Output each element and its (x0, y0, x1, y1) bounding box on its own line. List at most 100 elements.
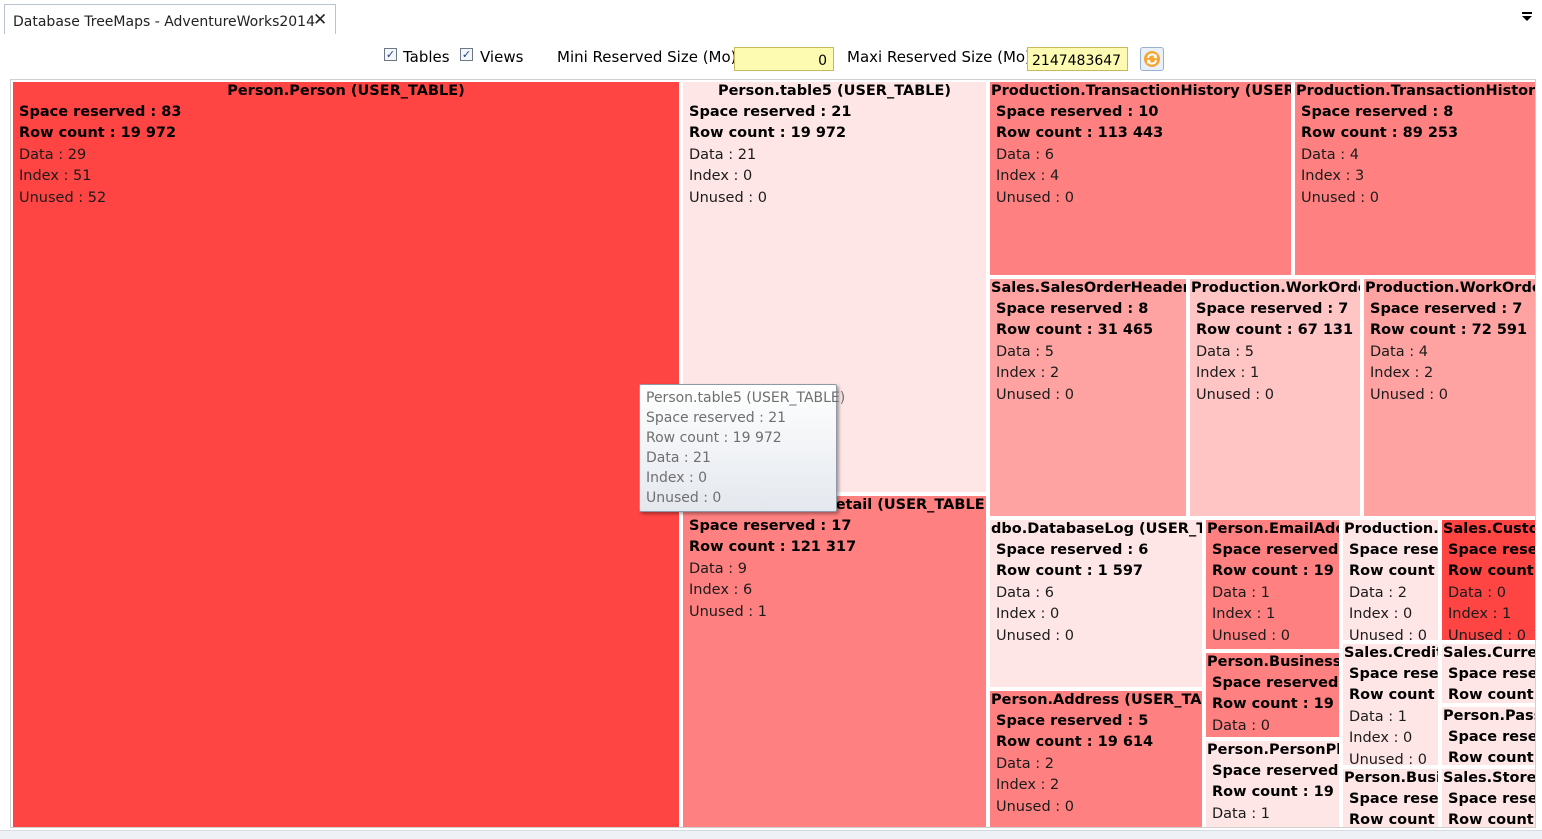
tab-close-icon[interactable]: ✕ (313, 10, 328, 30)
tile-rows: Row count : 504 (1349, 563, 1438, 579)
treemap-tile[interactable]: Production.WorkOrder (USER_TABLE) Space r… (1362, 277, 1535, 518)
tile-space: Space reserved : 1 (1448, 729, 1536, 745)
tile-data: Data : 29 (19, 147, 87, 163)
tooltip-data: Data : 21 (646, 450, 711, 466)
tile-rows: Row count : 89 253 (1301, 125, 1459, 141)
tile-space: Space reserved : 2 (1212, 763, 1339, 779)
treemap-tile[interactable]: dbo.DatabaseLog (USER_TABLE) Space reserv… (988, 518, 1204, 689)
tile-index: Index : 1 (1196, 365, 1260, 381)
tile-unused: Unused : 0 (996, 628, 1075, 644)
tile-unused: Unused : 0 (1349, 628, 1428, 642)
tab-menu-dropdown-icon[interactable] (1521, 10, 1533, 26)
tile-unused: Unused : 1 (689, 604, 768, 620)
maxi-reserved-size-input[interactable] (1027, 47, 1128, 71)
treemap-tile[interactable]: Sales.SalesOrderHeader (USER_TABLE) Space… (988, 277, 1188, 518)
treemap-tile[interactable]: Sales.Customer (USER_TABLE) Space reserve… (1440, 518, 1535, 642)
tile-index: Index : 0 (689, 168, 753, 184)
bottom-edge (0, 830, 1542, 839)
tile-space: Space reserved : 1 (1349, 791, 1439, 807)
treemap-tile[interactable]: Sales.Store (USER_TABLE) Space reserved :… (1440, 767, 1536, 827)
tile-rows: Row count : 67 131 (1196, 322, 1354, 338)
tile-space: Space reserved : 2 (1349, 542, 1439, 558)
tile-index: Index : 0 (1349, 606, 1413, 622)
tile-name: Person.table5 (USER_TABLE) (717, 83, 952, 99)
tile-rows: Row count : 19 614 (996, 734, 1154, 750)
views-checkbox[interactable]: ✓ (460, 48, 473, 61)
tooltip-space-reserved: Space reserved : 21 (646, 410, 787, 426)
tile-space: Space reserved : 1 (1448, 791, 1536, 807)
tile-name: Production.WorkOrderRouting (USER_TABLE) (1191, 280, 1360, 296)
treemap-tile[interactable]: Sales.CreditCard (USER_TABLE) Space reser… (1341, 642, 1440, 767)
tile-unused: Unused : 0 (1448, 628, 1527, 642)
filter-toolbar: ✓ Tables ✓ Views Mini Reserved Size (Mo)… (0, 34, 1542, 78)
treemap-tile[interactable]: Person.BusinessEntityAddress (USER_TABLE… (1341, 767, 1440, 828)
treemap-tile[interactable]: Person.Person (USER_TABLE) Space reserved… (11, 80, 681, 827)
treemap-tile[interactable]: Production.TransactionHistory (USER_TABL… (988, 80, 1293, 277)
refresh-button[interactable] (1140, 47, 1164, 71)
tile-space: Space reserved : 17 (689, 518, 852, 534)
treemap-tile[interactable]: Person.Address (USER_TABLE) Space reserve… (988, 689, 1204, 827)
tile-unused: Unused : 0 (1212, 628, 1291, 644)
tables-label: Tables (403, 48, 450, 66)
tooltip-index: Index : 0 (646, 470, 708, 486)
tile-rows: Row count : 19 820 (1448, 563, 1535, 579)
tile-index: Index : 2 (996, 777, 1060, 793)
tile-rows: Row count : 113 443 (996, 125, 1164, 141)
mini-reserved-size-input[interactable] (734, 47, 834, 71)
tile-rows: Row count : 19 614 (1212, 696, 1339, 712)
treemap-tile[interactable]: Sales.CurrencyRate (USER_TABLE) Space res… (1440, 642, 1535, 705)
tile-rows: Row count : 19 972 (19, 125, 177, 141)
tile-index: Index : 4 (996, 168, 1060, 184)
tile-data: Data : 0 (1212, 718, 1270, 734)
treemap-tile[interactable]: Person.EmailAddress (USER_TABLE) Space re… (1204, 518, 1341, 651)
tile-data: Data : 5 (1196, 344, 1254, 360)
tile-rows: Row count : 19 972 (1212, 784, 1339, 800)
tile-space: Space reserved : 3 (1212, 542, 1339, 558)
tile-space: Space reserved : 8 (996, 301, 1149, 317)
tile-index: Index : 0 (1349, 730, 1413, 746)
tile-data: Data : 4 (1370, 344, 1428, 360)
treemap-tile[interactable]: Person.BusinessEntity (USER_TABLE) Space … (1204, 651, 1341, 739)
tile-index: Index : 0 (996, 606, 1060, 622)
treemap-tile[interactable]: Production.WorkOrderRouting (USER_TABLE)… (1188, 277, 1362, 518)
tile-data: Data : 1 (1212, 585, 1270, 601)
treemap-tile[interactable]: Production.TransactionHistoryArchive (US… (1293, 80, 1535, 277)
tile-unused: Unused : 0 (1370, 387, 1449, 403)
tile-unused: Unused : 0 (1349, 752, 1428, 767)
tooltip-unused: Unused : 0 (646, 490, 722, 506)
treemap-tile[interactable]: Production.Product (USER_TABLE) Space res… (1341, 518, 1440, 642)
tile-name: Person.PersonPhone (USER_TABLE) (1207, 742, 1339, 758)
tile-index: Index : 2 (1370, 365, 1434, 381)
tooltip-name: Person.table5 (USER_TABLE) (646, 390, 846, 406)
tile-space: Space reserved : 7 (1196, 301, 1349, 317)
tile-unused: Unused : 0 (689, 190, 768, 206)
tile-rows: Row count : 121 317 (689, 539, 857, 555)
tile-index: Index : 1 (1448, 606, 1512, 622)
tile-data: Data : 5 (996, 344, 1054, 360)
tile-space: Space reserved : 5 (996, 713, 1149, 729)
maxi-reserved-size-label: Maxi Reserved Size (Mo) (847, 48, 1031, 66)
tile-space: Space reserved : 83 (19, 104, 182, 120)
tile-space: Space reserved : 7 (1370, 301, 1523, 317)
tile-rows: Row count : 19 614 (1349, 812, 1438, 828)
tile-unused: Unused : 0 (996, 387, 1075, 403)
tile-name: Person.Address (USER_TABLE) (991, 692, 1202, 708)
tile-rows: Row count : 19 972 (1448, 750, 1535, 766)
tile-data: Data : 1 (1349, 709, 1407, 725)
tile-index: Index : 3 (1301, 168, 1365, 184)
tab-database-treemaps[interactable]: Database TreeMaps - AdventureWorks2014 ✕ (4, 4, 336, 34)
refresh-icon (1144, 51, 1160, 67)
tile-rows: Row count : 1 597 (996, 563, 1144, 579)
tables-checkbox[interactable]: ✓ (384, 48, 397, 61)
views-label: Views (480, 48, 524, 66)
tile-unused: Unused : 52 (19, 190, 107, 206)
mini-reserved-size-label: Mini Reserved Size (Mo) (557, 48, 737, 66)
treemap-tile[interactable]: Person.PersonPhone (USER_TABLE) Space res… (1204, 739, 1341, 827)
treemap-tile[interactable]: Person.Password (USER_TABLE) Space reserv… (1440, 705, 1536, 767)
treemap-tile[interactable]: Sales.SalesOrderDetail (USER_TABLE)Space… (681, 494, 988, 827)
tile-data: Data : 4 (1301, 147, 1359, 163)
tile-name: Sales.CreditCard (USER_TABLE) (1344, 645, 1440, 661)
tile-space: Space reserved : 6 (996, 542, 1149, 558)
tooltip-row-count: Row count : 19 972 (646, 430, 782, 446)
